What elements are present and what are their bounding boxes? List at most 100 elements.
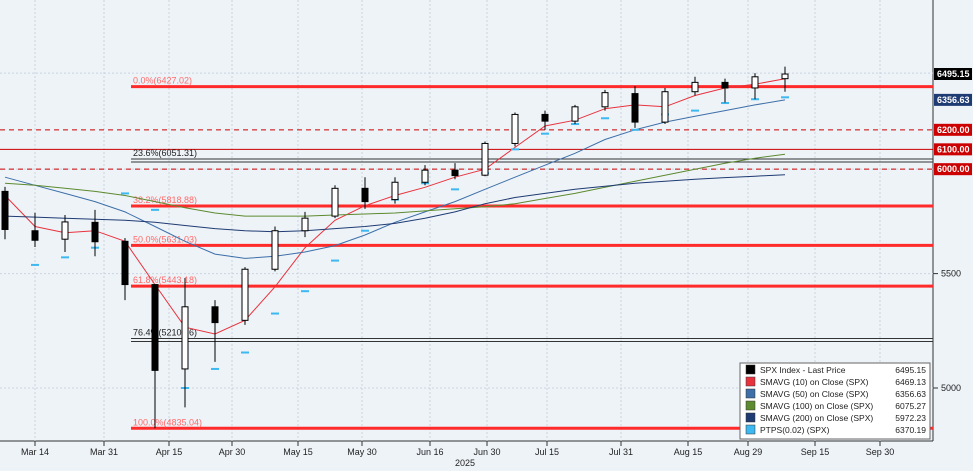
- candle-body-24: [721, 81, 729, 89]
- ptps-dot-9: [271, 312, 279, 315]
- candlesticks: [1, 66, 789, 429]
- candle-body-12: [361, 187, 369, 203]
- candle-body-0: [1, 190, 9, 230]
- tag-label-4: 6000.00: [937, 164, 970, 174]
- x-year-label: 2025: [455, 458, 475, 468]
- x-tick-label-12: Sep 15: [801, 447, 830, 457]
- x-tick-label-5: May 30: [347, 447, 377, 457]
- legend-swatch-3: [745, 400, 756, 411]
- legend-swatch-1: [745, 376, 756, 387]
- ptps-dot-8: [241, 351, 249, 354]
- x-tick-label-9: Jul 31: [609, 447, 633, 457]
- tag-bg-0: [934, 68, 972, 80]
- y-tick-label-0: 5000: [941, 383, 961, 393]
- x-tick-label-13: Sep 30: [866, 447, 895, 457]
- ptps-dot-18: [541, 132, 549, 135]
- legend: SPX Index - Last Price 6495.15 SMAVG (10) …: [739, 362, 931, 440]
- candle-body-6: [181, 306, 189, 370]
- ptps-dot-23: [691, 109, 699, 112]
- candle-body-16: [481, 142, 489, 176]
- candle-body-17: [511, 113, 519, 144]
- tag-label-0: 6495.15: [937, 69, 970, 79]
- fib-label-1: 23.6%(6051.31): [133, 148, 197, 158]
- ptps-dot-11: [331, 259, 339, 262]
- x-tick-label-4: May 15: [283, 447, 313, 457]
- legend-value-0: 6495.15: [895, 365, 926, 375]
- ptps-dot-12: [361, 229, 369, 232]
- candle-body-9: [271, 230, 279, 270]
- series-line-1: [4, 99, 786, 259]
- legend-swatch-2: [745, 388, 756, 399]
- candle-body-7: [211, 306, 219, 324]
- ptps-dot-2: [61, 256, 69, 259]
- legend-label-4: SMAVG (200) on Close (SPX): [760, 413, 873, 423]
- ptps-dot-7: [211, 367, 219, 370]
- candle-body-13: [391, 181, 399, 201]
- candle-body-8: [241, 268, 249, 321]
- tag-bg-2: [934, 123, 972, 136]
- ptps-dot-21: [631, 128, 639, 131]
- y-axis: 5000 5500: [933, 269, 961, 393]
- tag-label-2: 6200.00: [937, 125, 970, 135]
- candle-body-2: [61, 221, 69, 240]
- fib-label-0: 0.0%(6427.02): [133, 76, 192, 86]
- x-tick-label-3: Apr 30: [219, 447, 246, 457]
- support-resistance-lines: [0, 129, 933, 170]
- candle-body-23: [691, 81, 699, 93]
- fib-label-4: 61.8%(5443.18): [133, 275, 197, 285]
- ptps-dot-15: [451, 188, 459, 191]
- fib-label-5: 76.4%(5210.76): [133, 327, 197, 337]
- legend-value-4: 5972.23: [895, 413, 926, 423]
- x-tick-label-1: Mar 31: [90, 447, 118, 457]
- tag-bg-1: [934, 93, 972, 106]
- candle-body-3: [91, 221, 99, 243]
- fib-label-2: 38.2%(5818.88): [133, 195, 197, 205]
- candle-body-4: [121, 240, 129, 286]
- tag-bg-3: [934, 143, 972, 156]
- candle-body-19: [571, 106, 579, 122]
- candle-body-15: [451, 169, 459, 177]
- ptps-dot-4: [121, 192, 129, 195]
- x-tick-label-7: Jun 30: [473, 447, 500, 457]
- ptps-dot-1: [31, 263, 39, 266]
- legend-swatch-5: [745, 424, 756, 435]
- x-tick-label-8: Jul 15: [535, 447, 559, 457]
- tag-label-3: 6100.00: [937, 144, 970, 154]
- ptps-dot-24: [721, 102, 729, 105]
- x-tick-label-0: Mar 14: [21, 447, 49, 457]
- legend-label-5: PTPS(0.02) (SPX): [760, 425, 830, 435]
- candle-body-25: [751, 76, 759, 89]
- ptps-dot-10: [301, 290, 309, 293]
- legend-value-2: 6356.63: [895, 389, 926, 399]
- ptps-dot-20: [601, 117, 609, 120]
- legend-swatch-0: [745, 364, 756, 375]
- fib-label-3: 50.0%(5631.03): [133, 234, 197, 244]
- candle-body-26: [781, 73, 789, 80]
- candle-body-21: [631, 93, 639, 123]
- x-tick-label-10: Aug 15: [674, 447, 703, 457]
- series-line-3: [4, 174, 786, 233]
- candle-body-20: [601, 92, 609, 108]
- legend-swatch-4: [745, 412, 756, 423]
- x-axis: Mar 14 Mar 31 Apr 15 Apr 30 May 15 May 30 Jun …: [21, 441, 894, 468]
- x-tick-label-2: Apr 15: [156, 447, 183, 457]
- candle-body-1: [31, 230, 39, 241]
- fibonacci-levels: 0.0%(6427.02) 23.6%(6051.31) 38.2%(5818.88…: [131, 76, 933, 430]
- candle-body-18: [541, 113, 549, 122]
- ptps-dot-17: [511, 148, 519, 151]
- candle-body-5: [151, 284, 159, 371]
- tag-label-1: 6356.63: [937, 95, 970, 105]
- ptps-dot-5: [151, 208, 159, 211]
- last-value-tags: 6495.15 6356.63 6200.00 6100.00 6000.00: [934, 68, 972, 176]
- candle-body-10: [301, 217, 309, 232]
- ptps-dot-26: [781, 96, 789, 99]
- tag-bg-4: [934, 163, 972, 176]
- series-line-2: [4, 153, 786, 217]
- x-tick-label-6: Jun 16: [416, 447, 443, 457]
- fib-label-6: 100.0%(4835.04): [133, 417, 202, 427]
- legend-label-2: SMAVG (50) on Close (SPX): [760, 389, 869, 399]
- candle-body-11: [331, 187, 339, 217]
- legend-label-3: SMAVG (100) on Close (SPX): [760, 401, 873, 411]
- legend-label-0: SPX Index - Last Price: [760, 365, 846, 375]
